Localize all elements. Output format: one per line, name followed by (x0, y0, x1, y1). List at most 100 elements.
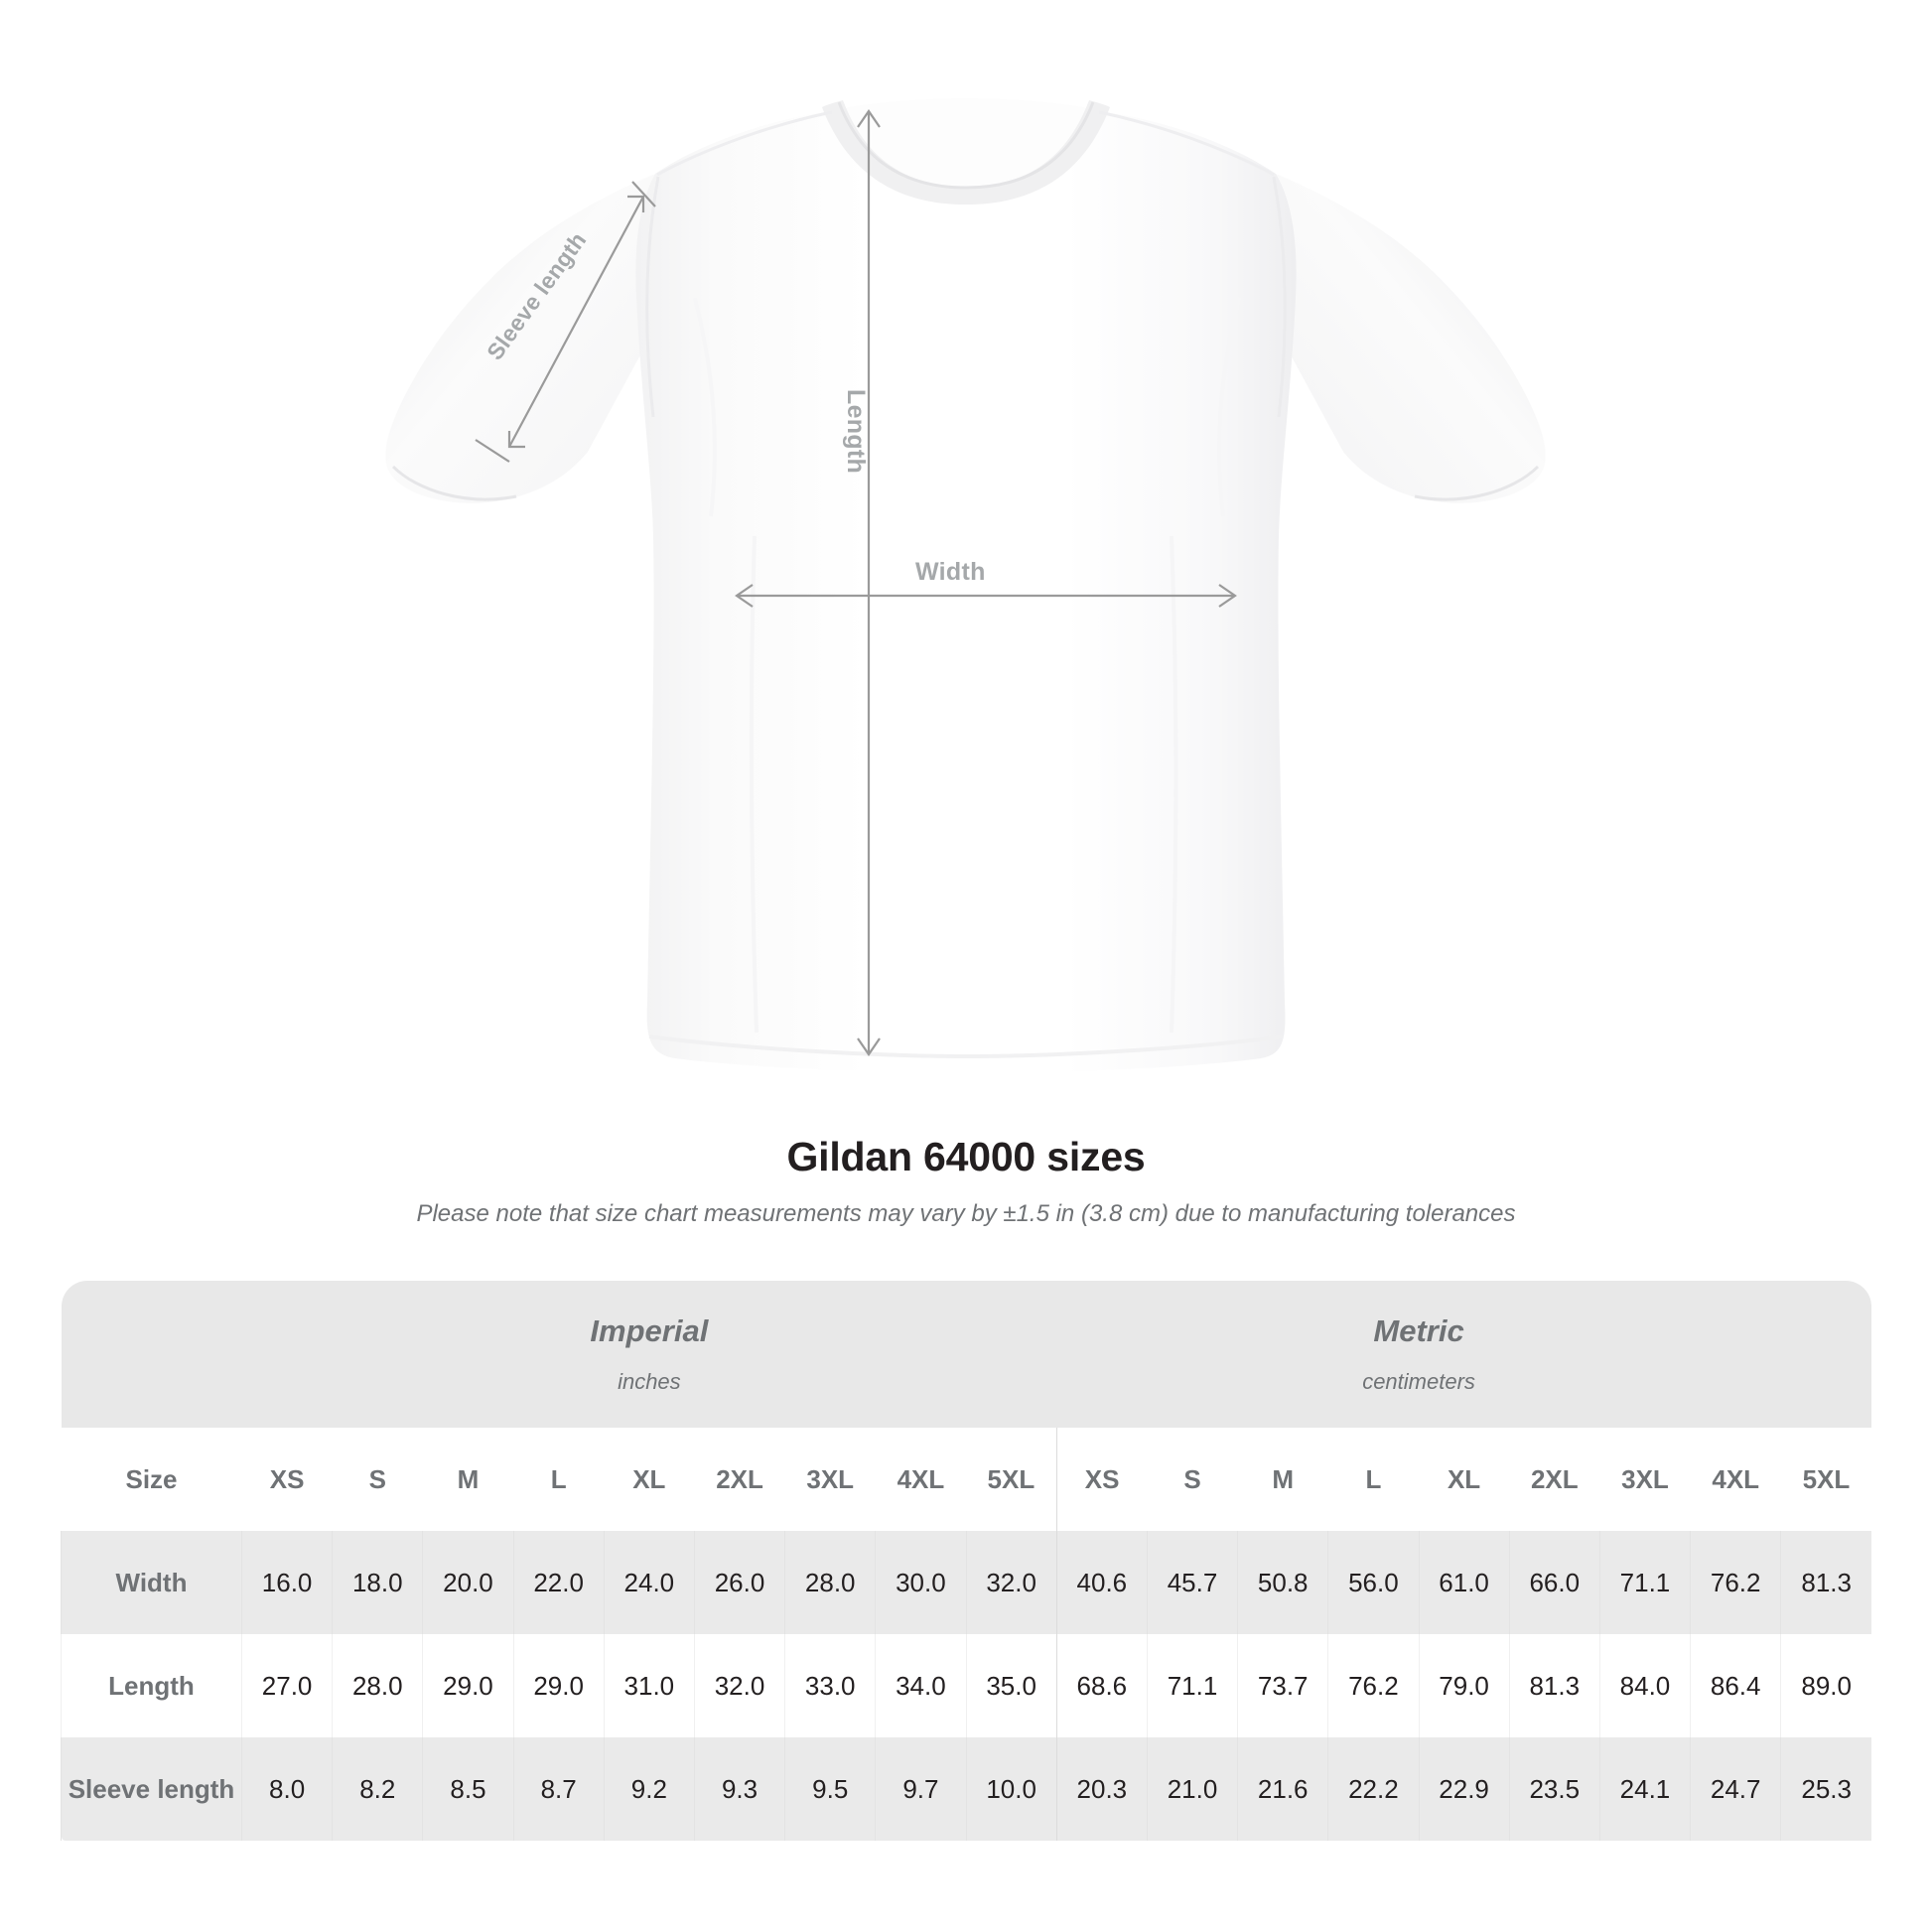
page-title: Gildan 64000 sizes (786, 1134, 1146, 1179)
cell-width-9: 40.6 (1055, 1531, 1148, 1634)
cell-width-2: 20.0 (422, 1531, 514, 1634)
row-label-sleeve-length: Sleeve length (61, 1737, 242, 1841)
row-label-width: Width (61, 1531, 242, 1634)
cell-length-12: 76.2 (1327, 1634, 1419, 1737)
cell-width-5: 26.0 (693, 1531, 785, 1634)
cell-length-7: 34.0 (875, 1634, 966, 1737)
cell-sleeve-11: 21.6 (1237, 1737, 1328, 1841)
size-header-cell-14: 2XL (1509, 1428, 1600, 1531)
cell-length-2: 29.0 (422, 1634, 514, 1737)
cell-sleeve-9: 20.3 (1055, 1737, 1148, 1841)
cell-width-13: 61.0 (1418, 1531, 1510, 1634)
unit-group-metric-name: Metric (1373, 1313, 1464, 1349)
cell-length-6: 33.0 (784, 1634, 876, 1737)
product-mockup: Length Width Sleeve length (385, 98, 1546, 1074)
size-header-cell-16: 4XL (1690, 1428, 1781, 1531)
width-arrow-head-right (1218, 584, 1237, 608)
cell-width-12: 56.0 (1327, 1531, 1419, 1634)
length-arrow-head-top (857, 109, 881, 128)
unit-group-imperial-name: Imperial (590, 1313, 709, 1349)
tshirt-illustration (385, 98, 1546, 1074)
size-header-label: Size (61, 1428, 242, 1531)
unit-group-metric-sub: centimeters (1362, 1369, 1475, 1395)
cell-length-9: 68.6 (1055, 1634, 1148, 1737)
cell-length-5: 32.0 (693, 1634, 785, 1737)
cell-sleeve-4: 9.2 (603, 1737, 695, 1841)
unit-band-spacer-right (1780, 1281, 1872, 1428)
size-header-cell-0: XS (241, 1428, 333, 1531)
row-label-length: Length (61, 1634, 242, 1737)
size-chart-heading: Gildan 64000 sizes Please note that size… (0, 1132, 1932, 1229)
cell-sleeve-17: 25.3 (1780, 1737, 1872, 1841)
size-header-cell-2: M (422, 1428, 514, 1531)
sleeve-arrow-head-top (627, 195, 645, 212)
cell-width-11: 50.8 (1237, 1531, 1328, 1634)
cell-length-4: 31.0 (603, 1634, 695, 1737)
unit-band-spacer (61, 1281, 242, 1428)
cell-width-7: 30.0 (875, 1531, 966, 1634)
width-dimension-label: Width (915, 558, 986, 586)
size-header-cell-3: L (513, 1428, 605, 1531)
size-header-cell-11: M (1237, 1428, 1328, 1531)
cell-sleeve-7: 9.7 (875, 1737, 966, 1841)
unit-system-header-row: Imperial inches Metric centimeters (61, 1281, 1872, 1428)
size-chart-table-container: Imperial inches Metric centimeters Size … (61, 1281, 1872, 1841)
cell-sleeve-2: 8.5 (422, 1737, 514, 1841)
sleeve-arrow-head-bottom (507, 431, 525, 449)
cell-width-8: 32.0 (965, 1531, 1057, 1634)
tolerance-note: Please note that size chart measurements… (416, 1200, 1516, 1228)
shirt-body-shape (385, 98, 1546, 1074)
cell-width-16: 76.2 (1690, 1531, 1781, 1634)
table-row: Sleeve length 8.0 8.2 8.5 8.7 9.2 9.3 9.… (61, 1737, 1872, 1841)
size-header-cell-7: 4XL (875, 1428, 966, 1531)
size-header-cell-1: S (332, 1428, 423, 1531)
size-header-cell-13: XL (1419, 1428, 1510, 1531)
cell-length-0: 27.0 (240, 1634, 333, 1737)
size-header-cell-9: XS (1055, 1428, 1148, 1531)
cell-sleeve-16: 24.7 (1690, 1737, 1781, 1841)
sleeve-cap-bottom (475, 439, 510, 463)
cell-width-3: 22.0 (512, 1531, 605, 1634)
cell-sleeve-6: 9.5 (784, 1737, 876, 1841)
cell-width-15: 71.1 (1598, 1531, 1691, 1634)
size-header-cell-15: 3XL (1599, 1428, 1691, 1531)
size-header-cell-12: L (1327, 1428, 1419, 1531)
cell-sleeve-1: 8.2 (332, 1737, 423, 1841)
size-header-cell-8: 5XL (966, 1428, 1057, 1531)
length-arrow-head-bottom (857, 1037, 881, 1056)
cell-length-3: 29.0 (512, 1634, 605, 1737)
cell-length-11: 73.7 (1237, 1634, 1328, 1737)
size-header-row: Size XS S M L XL 2XL 3XL 4XL 5XL XS S M … (61, 1428, 1872, 1531)
cell-sleeve-8: 10.0 (965, 1737, 1057, 1841)
cell-sleeve-12: 22.2 (1327, 1737, 1419, 1841)
dimension-lines (475, 109, 1237, 1056)
unit-group-imperial: Imperial inches (241, 1281, 1057, 1428)
sleeve-cap-top (631, 181, 656, 207)
cell-width-4: 24.0 (603, 1531, 695, 1634)
cell-width-6: 28.0 (784, 1531, 876, 1634)
size-chart-table: Imperial inches Metric centimeters Size … (61, 1281, 1872, 1841)
unit-group-metric: Metric centimeters (1056, 1281, 1781, 1428)
cell-length-13: 79.0 (1418, 1634, 1510, 1737)
cell-sleeve-15: 24.1 (1598, 1737, 1691, 1841)
size-header-cell-5: 2XL (694, 1428, 785, 1531)
cell-width-1: 18.0 (332, 1531, 423, 1634)
cell-length-1: 28.0 (332, 1634, 423, 1737)
cell-length-15: 84.0 (1598, 1634, 1691, 1737)
cell-length-10: 71.1 (1146, 1634, 1238, 1737)
cell-sleeve-3: 8.7 (512, 1737, 605, 1841)
cell-width-10: 45.7 (1146, 1531, 1238, 1634)
size-header-cell-10: S (1147, 1428, 1238, 1531)
cell-width-17: 81.3 (1780, 1531, 1872, 1634)
cell-sleeve-0: 8.0 (240, 1737, 333, 1841)
cell-length-8: 35.0 (965, 1634, 1057, 1737)
cell-length-14: 81.3 (1508, 1634, 1600, 1737)
cell-length-16: 86.4 (1690, 1634, 1781, 1737)
length-dimension-label: Length (842, 389, 870, 475)
cell-sleeve-13: 22.9 (1418, 1737, 1510, 1841)
unit-group-imperial-sub: inches (618, 1369, 681, 1395)
cell-sleeve-14: 23.5 (1508, 1737, 1600, 1841)
cell-length-17: 89.0 (1780, 1634, 1872, 1737)
size-header-cell-4: XL (604, 1428, 695, 1531)
cell-width-14: 66.0 (1508, 1531, 1600, 1634)
